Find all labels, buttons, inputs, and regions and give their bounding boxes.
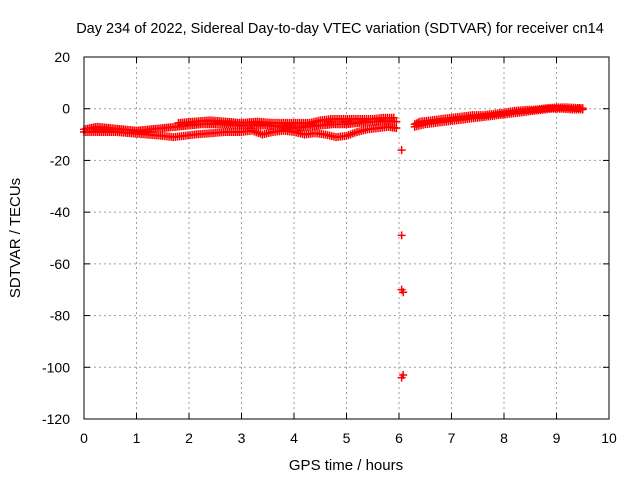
x-tick-label: 1: [133, 430, 141, 446]
x-tick-label: 3: [238, 430, 246, 446]
y-tick-label: 20: [54, 49, 70, 65]
y-tick-label: -20: [50, 152, 70, 168]
x-tick-labels: 0 1 2 3 4 5 6 7 8 9 10: [80, 430, 617, 446]
outlier-point: [397, 231, 406, 240]
data-point: [389, 113, 398, 122]
y-tick-labels: 20 0 -20 -40 -60 -80 -100 -120: [42, 49, 70, 427]
x-axis-label: GPS time / hours: [289, 457, 403, 474]
outlier-point: [399, 288, 408, 297]
data-points: [80, 103, 587, 382]
x-tick-label: 4: [290, 430, 298, 446]
data-point: [578, 105, 587, 114]
ticks: [83, 56, 610, 420]
x-tick-label: 2: [185, 430, 193, 446]
x-tick-label: 8: [500, 430, 508, 446]
x-tick-label: 10: [601, 430, 617, 446]
y-tick-label: -60: [50, 256, 70, 272]
x-tick-label: 5: [343, 430, 351, 446]
chart-title: Day 234 of 2022, Sidereal Day-to-day VTE…: [76, 21, 604, 37]
outlier-point: [397, 146, 406, 155]
outlier-point: [399, 371, 408, 380]
x-tick-label: 9: [553, 430, 561, 446]
y-tick-label: -40: [50, 204, 70, 220]
y-axis-label: SDTVAR / TECUs: [7, 178, 24, 298]
y-tick-label: -100: [42, 359, 70, 375]
x-tick-label: 7: [448, 430, 456, 446]
x-tick-label: 0: [80, 430, 88, 446]
x-tick-label: 6: [395, 430, 403, 446]
data-point: [392, 124, 401, 133]
y-tick-label: 0: [62, 101, 70, 117]
y-tick-label: -80: [50, 308, 70, 324]
y-tick-label: -120: [42, 411, 70, 427]
